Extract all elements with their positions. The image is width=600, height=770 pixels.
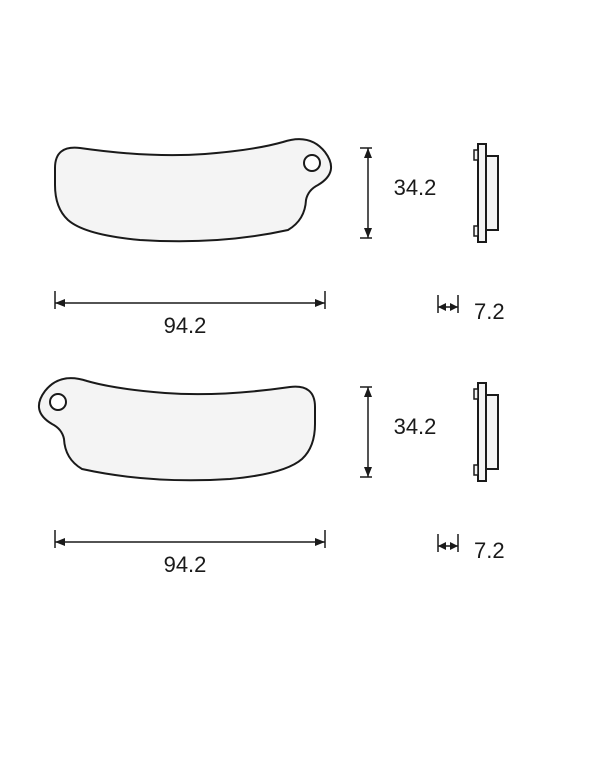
pad-top-thickness-value: 7.2 [474,299,505,325]
pad-bottom-front-view [30,369,340,504]
pad-top-width-row: 94.2 7.2 [30,291,570,339]
pad-bottom-thickness-dimension: 7.2 [430,530,530,578]
pad-top-front-view [30,130,340,265]
pad-bottom-thickness-value: 7.2 [474,538,505,564]
pad-bottom-side-view [450,369,530,499]
pad-top-width-value: 94.2 [164,313,207,339]
pad-bottom-row: 34.2 [30,369,570,525]
pad-bottom-width-value: 94.2 [164,552,207,578]
pad-top-height-dimension: 34.2 [340,130,430,286]
pad-top-row: 34.2 [30,130,570,286]
pad-top-height-value: 34.2 [394,175,437,201]
pad-top-side-view [450,130,530,260]
pad-bottom-height-dimension: 34.2 [340,369,430,525]
pad-bottom-height-value: 34.2 [394,414,437,440]
pad-top-thickness-dimension: 7.2 [430,291,530,339]
pad-bottom-width-row: 94.2 7.2 [30,530,570,578]
pad-top-width-dimension: 94.2 [30,291,340,339]
pad-bottom-width-dimension: 94.2 [30,530,340,578]
brake-pad-diagram: 34.2 94.2 [30,130,570,608]
